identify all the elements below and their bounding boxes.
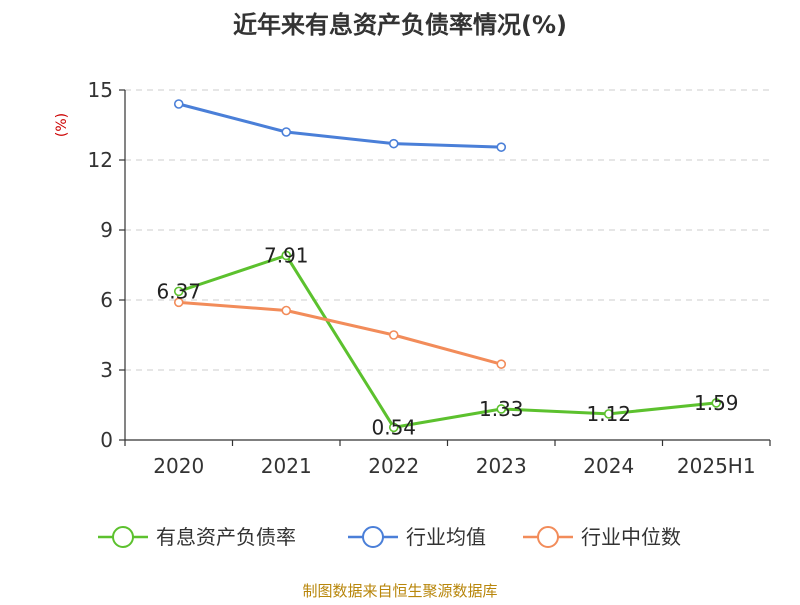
series-line-1 — [177, 102, 503, 149]
y-tick-label: 0 — [100, 428, 113, 452]
legend-item[interactable]: 行业中位数 — [523, 525, 681, 549]
y-tick-label: 9 — [100, 218, 113, 242]
legend-item[interactable]: 有息资产负债率 — [98, 525, 296, 549]
y-axis-unit: (%) — [54, 113, 70, 137]
data-label: 1.12 — [586, 402, 631, 426]
source-note: 制图数据来自恒生聚源数据库 — [302, 582, 497, 600]
data-point — [173, 99, 184, 109]
legend-item[interactable]: 行业均值 — [348, 525, 486, 549]
x-tick-label: 2023 — [476, 454, 527, 478]
x-tick-label: 2021 — [261, 454, 312, 478]
data-point — [711, 398, 722, 408]
data-point — [603, 409, 614, 419]
data-label: 1.59 — [694, 391, 739, 415]
data-point — [173, 297, 184, 308]
legend-marker — [362, 526, 384, 548]
data-label: 7.91 — [264, 243, 309, 267]
x-tick-label: 2024 — [583, 454, 634, 478]
legend-marker — [112, 526, 134, 548]
chart-title: 近年来有息资产负债率情况(%) — [233, 11, 567, 39]
data-point — [496, 359, 507, 369]
legend-label: 行业中位数 — [581, 525, 681, 549]
data-point — [281, 305, 292, 316]
x-tick-label: 2022 — [368, 454, 419, 478]
data-point — [388, 422, 399, 433]
data-point — [388, 138, 399, 149]
data-point — [281, 250, 292, 261]
data-point — [388, 330, 399, 340]
x-tick-label: 2020 — [153, 454, 204, 478]
legend-label: 有息资产负债率 — [156, 525, 296, 549]
y-tick-label: 6 — [100, 288, 113, 312]
y-tick-label: 3 — [100, 358, 113, 382]
x-tick-label: 2025H1 — [677, 454, 756, 478]
y-tick-label: 12 — [88, 148, 113, 172]
data-point — [173, 286, 184, 297]
data-point — [496, 404, 507, 414]
data-label: 0.54 — [371, 415, 416, 439]
series-line-0 — [177, 253, 718, 429]
data-label: 6.37 — [156, 279, 201, 303]
data-label: 1.33 — [479, 397, 524, 421]
legend-label: 行业均值 — [406, 525, 486, 549]
data-point — [496, 142, 507, 152]
series-line-2 — [177, 300, 503, 366]
data-point — [281, 127, 292, 137]
legend-marker — [537, 526, 559, 548]
y-tick-label: 15 — [88, 78, 113, 102]
